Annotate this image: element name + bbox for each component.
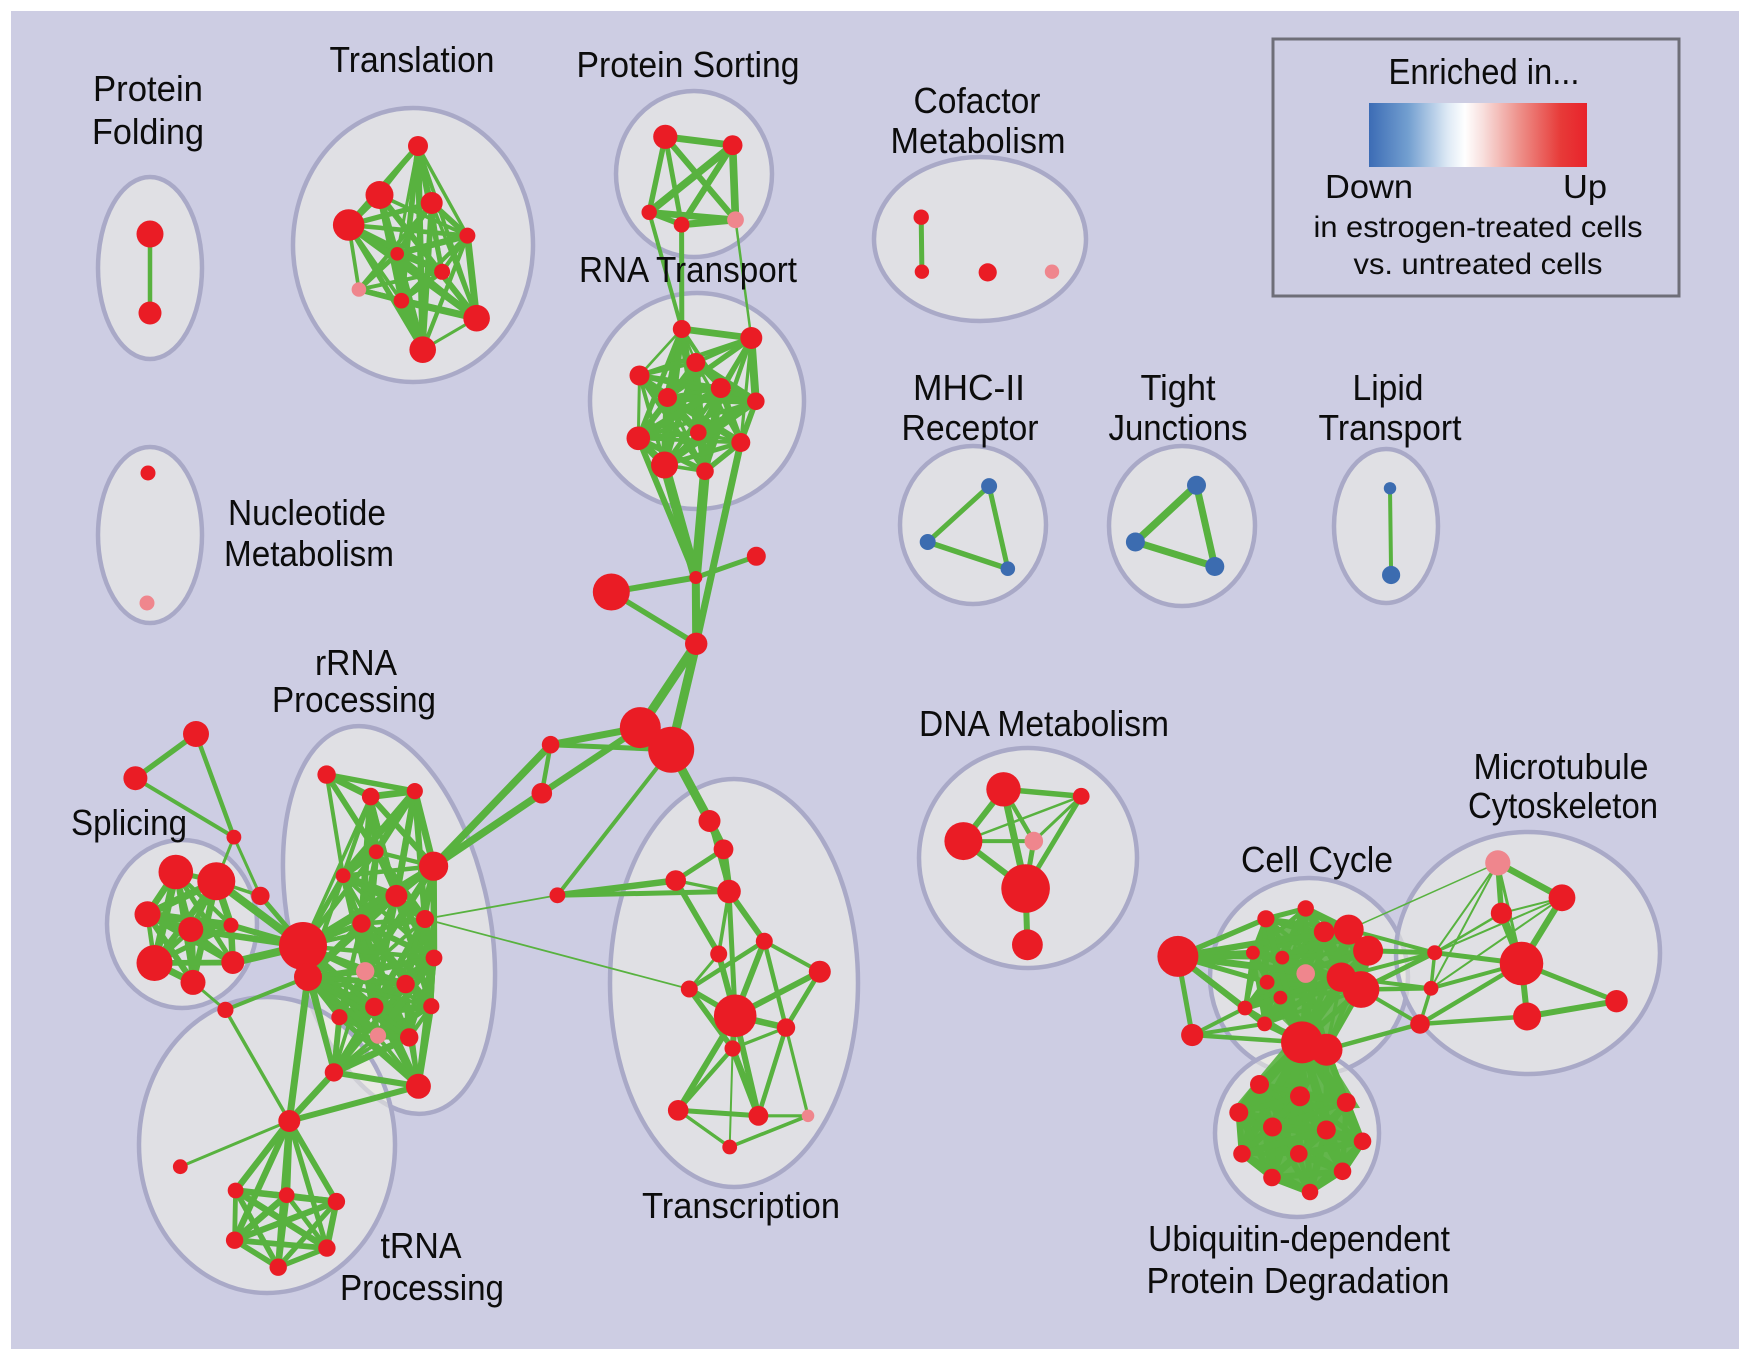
svg-text:MHC-II: MHC-II [913, 367, 1025, 408]
svg-text:Cytoskeleton: Cytoskeleton [1468, 785, 1658, 826]
svg-text:Junctions: Junctions [1109, 407, 1248, 448]
svg-text:Tight: Tight [1141, 367, 1216, 408]
svg-text:DNA Metabolism: DNA Metabolism [919, 703, 1169, 744]
svg-text:Folding: Folding [92, 111, 204, 152]
svg-text:Microtubule: Microtubule [1474, 746, 1649, 787]
svg-text:Metabolism: Metabolism [891, 120, 1066, 161]
svg-text:vs. untreated cells: vs. untreated cells [1354, 248, 1603, 281]
svg-text:Receptor: Receptor [902, 407, 1039, 448]
svg-text:Enriched in...: Enriched in... [1389, 51, 1580, 92]
svg-text:Lipid: Lipid [1353, 367, 1424, 408]
svg-text:Up: Up [1563, 168, 1607, 205]
svg-text:Processing: Processing [272, 679, 436, 720]
svg-text:Protein Degradation: Protein Degradation [1147, 1260, 1450, 1301]
svg-text:Nucleotide: Nucleotide [228, 492, 386, 533]
svg-text:Processing: Processing [340, 1267, 504, 1308]
svg-text:Ubiquitin-dependent: Ubiquitin-dependent [1148, 1218, 1450, 1259]
svg-text:Transcription: Transcription [642, 1185, 840, 1226]
svg-text:Translation: Translation [330, 39, 495, 80]
svg-text:Protein Sorting: Protein Sorting [577, 44, 800, 85]
svg-text:RNA Transport: RNA Transport [579, 249, 797, 290]
svg-text:Metabolism: Metabolism [224, 533, 394, 574]
svg-text:rRNA: rRNA [315, 642, 397, 683]
svg-text:Protein: Protein [93, 68, 203, 109]
svg-text:in estrogen-treated cells: in estrogen-treated cells [1314, 211, 1643, 244]
svg-text:Down: Down [1325, 168, 1413, 205]
svg-text:Cofactor: Cofactor [914, 80, 1041, 121]
svg-text:tRNA: tRNA [381, 1225, 462, 1266]
svg-text:Cell Cycle: Cell Cycle [1241, 839, 1393, 880]
svg-text:Splicing: Splicing [71, 802, 187, 843]
svg-text:Transport: Transport [1319, 407, 1462, 448]
